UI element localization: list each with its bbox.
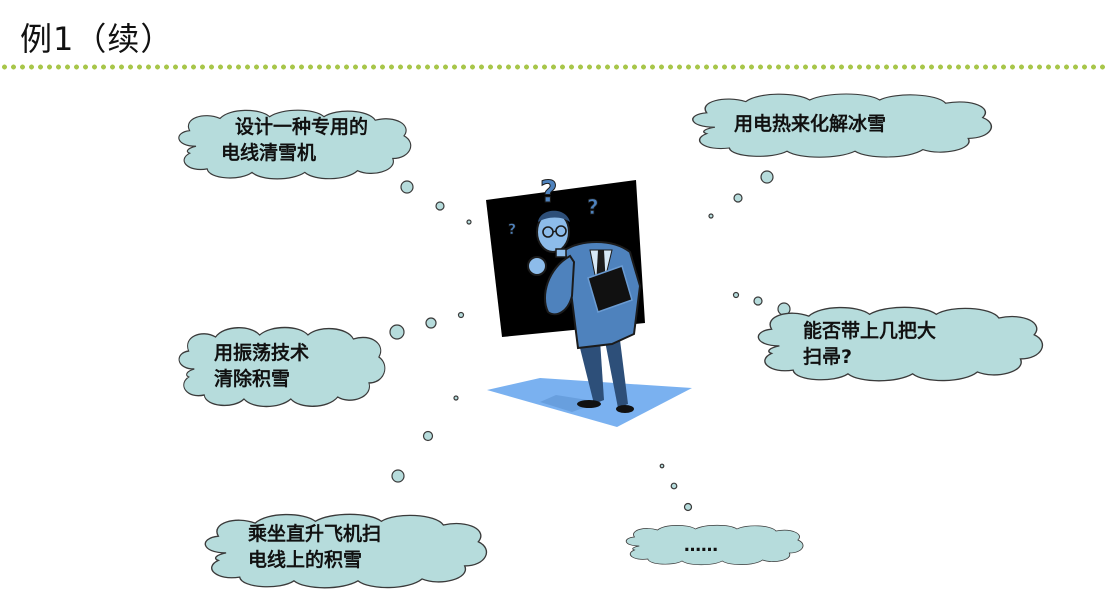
cloud-5-line-1: 乘坐直升飞机扫 [248, 523, 382, 545]
cloud-2-line-1: 用电热来化解冰雪 [734, 113, 887, 135]
cloud-5-line-2: 电线上的积雪 [248, 549, 363, 571]
cloud-4-line-1: 能否带上几把大 [803, 320, 937, 342]
cloud-2-text: 用电热来化解冰雪 [734, 111, 886, 137]
thought-dots-top-right [708, 170, 774, 219]
thought-dots-mid-left [389, 311, 465, 340]
cloud-4-line-2: 扫帚? [803, 346, 853, 368]
slide-title: 例1（续） [20, 20, 174, 58]
cloud-1-line-2: 电线清雪机 [221, 142, 317, 164]
thought-dots-top-left [400, 180, 472, 225]
title-divider [0, 64, 1109, 70]
thinking-man-icon: ? ? ? [486, 175, 692, 427]
cloud-1-text: 设计一种专用的 电线清雪机 [221, 114, 369, 166]
question-mark-1: ? [540, 175, 557, 210]
cloud-4-text: 能否带上几把大 扫帚? [803, 318, 936, 370]
cloud-1-line-1: 设计一种专用的 [235, 116, 369, 138]
question-mark-2: ? [587, 195, 599, 219]
cloud-6-text: …… [684, 533, 718, 559]
cloud-3-line-1: 用振荡技术 [214, 342, 310, 364]
cloud-3-line-2: 清除积雪 [214, 368, 291, 390]
thought-dots-bottom-left [391, 395, 459, 483]
cloud-5-text: 乘坐直升飞机扫 电线上的积雪 [248, 521, 381, 573]
cloud-6-line-1: …… [684, 536, 718, 556]
question-mark-3: ? [508, 222, 516, 238]
thought-dots-mid-right [732, 291, 791, 316]
thought-dots-bottom-right [659, 463, 693, 512]
cloud-3-text: 用振荡技术 清除积雪 [214, 340, 309, 392]
